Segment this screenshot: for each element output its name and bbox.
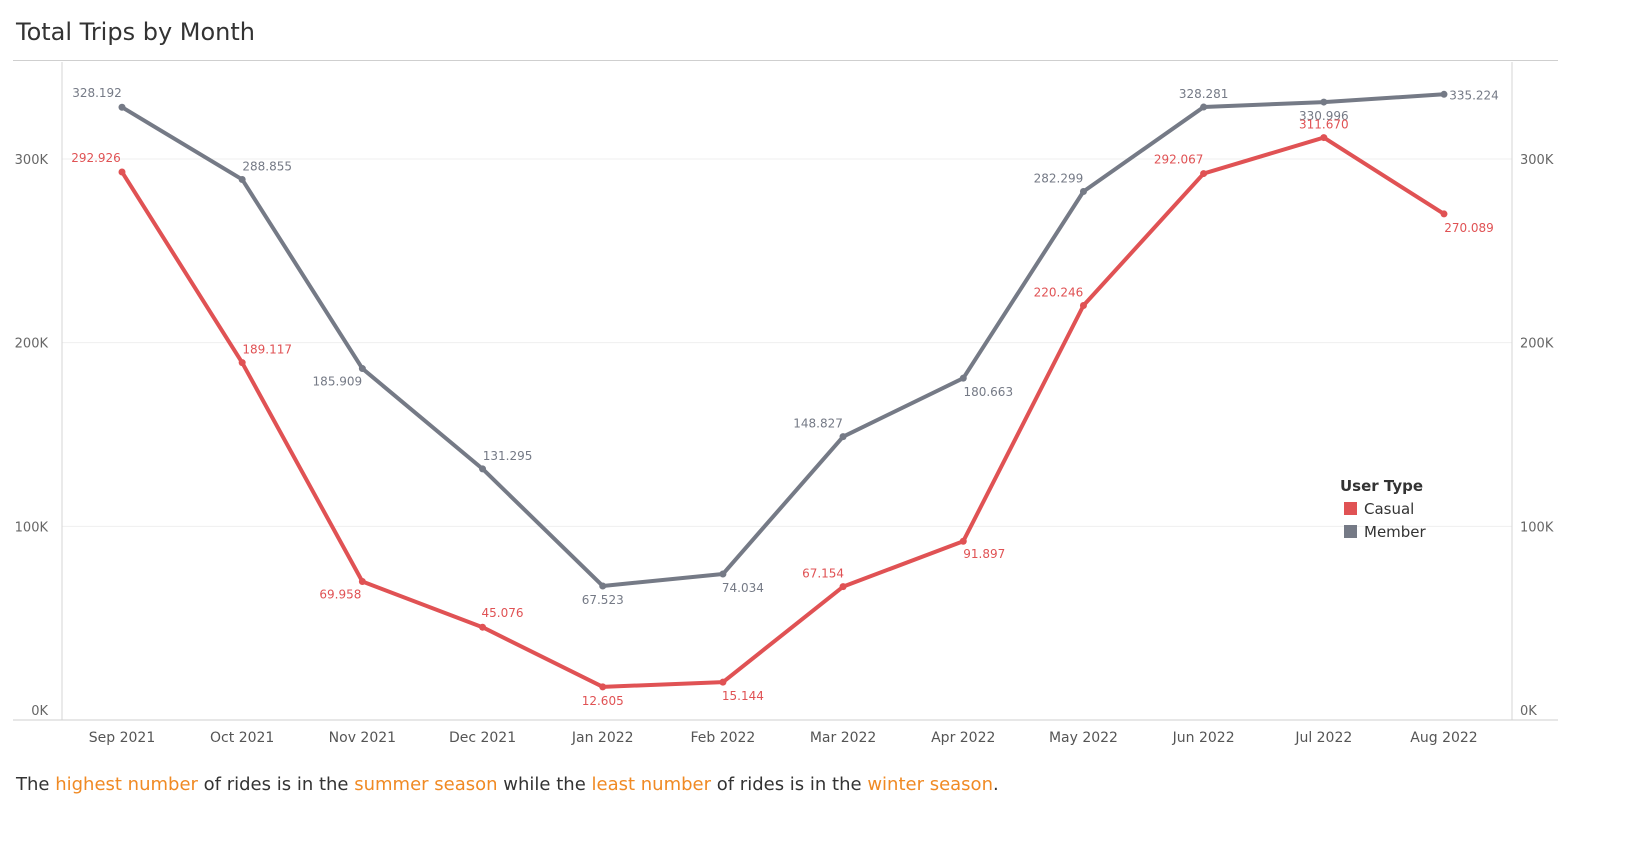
data-point-member [479,465,487,473]
series-lines [118,90,1448,691]
series-line-member [120,92,1446,588]
y-tick-label-right: 0K [1520,704,1537,719]
legend-item-member[interactable]: Member [1340,520,1426,543]
x-tick-label: Feb 2022 [690,730,755,746]
legend-label-member: Member [1364,522,1426,541]
legend-item-casual[interactable]: Casual [1340,497,1426,520]
data-label-member: 282.299 [1034,172,1084,186]
data-label-casual: 45.076 [482,606,524,620]
data-label-member: 328.281 [1179,87,1229,101]
y-tick-label-left: 200K [15,337,49,352]
chart-title: Total Trips by Month [16,18,256,46]
caption-highlight: least number [591,774,712,795]
data-label-member: 74.034 [722,581,764,595]
data-point-member [839,433,847,441]
caption: The highest number of rides is in the su… [16,774,999,795]
data-point-member [118,103,126,111]
legend-title: User Type [1340,477,1424,495]
data-point-member [1440,90,1448,98]
x-tick-label: Sep 2021 [89,730,155,746]
x-tick-label: Nov 2021 [329,730,396,746]
x-tick-label: Jul 2022 [1294,730,1352,746]
data-label-casual: 220.246 [1034,285,1084,299]
data-label-casual: 270.089 [1444,221,1494,235]
data-point-casual [238,359,246,367]
data-point-casual [1440,210,1448,218]
data-label-casual: 67.154 [802,567,844,581]
data-label-casual: 292.067 [1154,153,1204,167]
caption-text: The [16,774,56,795]
x-tick-label: Jan 2022 [571,730,634,746]
x-tick-label: Oct 2021 [210,730,274,746]
data-label-casual: 15.144 [722,689,764,703]
data-label-member: 328.192 [72,86,122,100]
data-point-casual [959,537,967,545]
data-point-casual [118,168,126,176]
data-label-member: 288.855 [242,159,292,173]
data-label-casual: 311.670 [1299,118,1349,132]
series-line-casual [120,135,1446,689]
y-tick-label-left: 300K [15,153,49,168]
data-point-member [358,365,366,373]
data-point-member [1200,103,1208,111]
data-point-casual [599,683,607,691]
x-tick-label: Aug 2022 [1410,730,1477,746]
y-tick-label-left: 0K [31,704,48,719]
x-tick-label: Dec 2021 [449,730,516,746]
data-label-casual: 189.117 [242,343,292,357]
line-chart: 0K 0K 100K 100K 200K 200K 300K 300K Sep 2021 Oct … [13,62,1558,746]
data-point-casual [1079,301,1087,309]
data-point-casual [839,583,847,591]
x-tick-label: Mar 2022 [810,730,877,746]
data-point-casual [1200,170,1208,178]
legend-label-casual: Casual [1364,499,1415,518]
data-label-casual: 292.926 [71,151,121,165]
data-labels: 328.192 288.855 185.909 131.295 67.523 74.034… [71,86,1499,708]
data-point-casual [719,678,727,686]
data-label-casual: 91.897 [963,547,1005,561]
data-label-member: 148.827 [793,417,843,431]
caption-text: while the [497,774,592,795]
caption-highlight: winter season [867,774,993,795]
grid-lines [62,158,1512,527]
caption-text: of rides is in the [197,774,355,795]
data-point-casual [479,623,487,631]
data-label-member: 330.996 [1299,109,1349,123]
legend-swatch-casual [1344,502,1357,515]
legend-swatch-member [1344,525,1357,538]
data-point-member [238,175,246,183]
x-tick-label: May 2022 [1049,730,1118,746]
data-point-member [719,570,727,578]
data-label-casual: 12.605 [582,694,624,708]
x-tick-label: Apr 2022 [931,730,995,746]
y-tick-label-right: 300K [1520,153,1554,168]
data-label-member: 180.663 [963,385,1013,399]
data-point-casual [358,578,366,586]
x-tick-label: Jun 2022 [1172,730,1235,746]
data-label-member: 67.523 [582,593,624,607]
data-label-member: 131.295 [483,449,533,463]
data-point-member [1079,188,1087,196]
caption-highlight: summer season [354,774,498,795]
data-point-member [1320,98,1328,106]
data-point-member [959,374,967,382]
y-tick-label-right: 100K [1520,520,1554,535]
data-label-member: 185.909 [313,375,363,389]
data-label-casual: 69.958 [319,588,361,602]
caption-text: . [992,774,999,795]
caption-text: of rides is in the [711,774,868,795]
title-divider [13,60,1558,61]
caption-highlight: highest number [55,774,198,795]
y-tick-label-left: 100K [15,520,49,535]
data-point-casual [1320,134,1328,142]
data-label-member: 335.224 [1449,88,1499,102]
axes: 0K 0K 100K 100K 200K 200K 300K 300K Sep 2021 Oct … [13,62,1558,746]
y-tick-label-right: 200K [1520,337,1554,352]
legend: User Type Casual Member [1340,477,1426,543]
data-point-member [599,582,607,590]
